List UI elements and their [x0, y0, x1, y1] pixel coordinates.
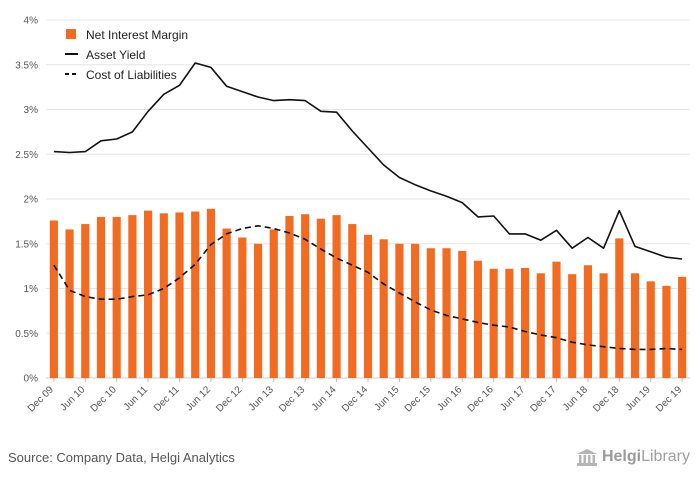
bar-net-interest-margin — [285, 216, 294, 378]
brand-logo: Helgi Library — [576, 448, 690, 466]
legend-label: Cost of Liabilities — [86, 68, 177, 82]
x-tick-label: Dec 10 — [89, 384, 119, 414]
bar-net-interest-margin — [112, 216, 121, 378]
legend-label: Net Interest Margin — [86, 28, 188, 42]
bar-net-interest-margin — [348, 224, 357, 378]
y-tick-label: 1% — [24, 284, 39, 295]
x-tick-label: Dec 17 — [528, 384, 558, 414]
bar-net-interest-margin — [489, 268, 498, 378]
y-tick-label: 0% — [24, 374, 39, 385]
bar-net-interest-margin — [49, 220, 58, 378]
x-tick-label: Dec 16 — [466, 384, 496, 414]
y-tick-label: 2% — [24, 195, 39, 206]
bar-net-interest-margin — [583, 265, 592, 378]
bar-net-interest-margin — [411, 243, 420, 378]
chart: 0%0.5%1%1.5%2%2.5%3%3.5%4%Dec 09 Jun 10 De… — [15, 16, 690, 415]
y-tick-label: 2.5% — [15, 150, 38, 161]
bar-net-interest-margin — [379, 239, 388, 378]
gridlines — [46, 19, 690, 379]
x-tick-label: Dec 14 — [340, 384, 370, 414]
bar-net-interest-margin — [191, 211, 200, 378]
x-tick-label: Dec 19 — [654, 384, 684, 414]
y-tick-label: 3% — [24, 105, 39, 116]
bar-net-interest-margin — [65, 229, 74, 378]
bar-net-interest-margin — [630, 273, 640, 378]
bar-net-interest-margin — [206, 208, 216, 378]
bar-net-interest-margin — [615, 238, 624, 378]
brand-name-light: Library — [641, 448, 690, 465]
x-tick-label: Dec 18 — [591, 384, 621, 414]
bar-net-interest-margin — [662, 285, 671, 378]
source-note: Source: Company Data, Helgi Analytics — [8, 450, 235, 465]
bar-net-interest-margin — [316, 218, 325, 378]
bar-net-interest-margin — [520, 267, 530, 378]
brand-name-bold: Helgi — [601, 448, 642, 465]
bar-net-interest-margin — [238, 237, 247, 378]
bar-net-interest-margin — [442, 248, 451, 378]
x-tick-label: Jun 10 — [58, 384, 87, 413]
bar-net-interest-margin — [473, 260, 483, 378]
bar-net-interest-margin — [175, 212, 184, 378]
x-tick-label: Jun 14 — [310, 384, 339, 413]
bar-net-interest-margin — [395, 243, 404, 378]
x-tick-label: Jun 19 — [624, 384, 653, 413]
bar-net-interest-margin — [363, 234, 373, 378]
line-cost-of-liabilities — [53, 225, 683, 351]
bar-net-interest-margin — [332, 215, 341, 378]
line-series — [53, 62, 683, 351]
x-tick-label: Jun 18 — [561, 384, 590, 413]
bar-net-interest-margin — [552, 261, 561, 378]
x-tick-label: Jun 15 — [373, 384, 402, 413]
bar-net-interest-margin — [458, 250, 467, 378]
bar-net-interest-margin — [222, 228, 231, 378]
legend: Net Interest Margin Asset Yield Cost of Li… — [65, 28, 188, 82]
bar-net-interest-margin — [159, 213, 168, 378]
bar-series-net-interest-margin — [49, 208, 687, 378]
x-tick-label: Jun 17 — [498, 384, 527, 413]
y-tick-label: 4% — [24, 16, 39, 27]
bar-net-interest-margin — [646, 281, 655, 378]
y-tick-label: 3.5% — [15, 60, 38, 71]
x-tick-label: Jun 13 — [247, 384, 276, 413]
bar-net-interest-margin — [599, 273, 608, 378]
bar-net-interest-margin — [678, 276, 687, 378]
x-tick-label: Jun 12 — [184, 384, 213, 413]
x-tick-label: Dec 11 — [152, 384, 182, 414]
x-tick-label: Jun 16 — [435, 384, 464, 413]
legend-label: Asset Yield — [86, 48, 145, 62]
y-tick-label: 1.5% — [15, 239, 38, 250]
legend-swatch-net-interest-margin — [66, 29, 76, 39]
bar-net-interest-margin — [301, 214, 310, 378]
bar-net-interest-margin — [426, 248, 435, 378]
x-tick-label: Dec 13 — [277, 384, 307, 414]
x-tick-label: Dec 12 — [214, 384, 244, 414]
x-tick-label: Dec 09 — [26, 384, 56, 414]
bar-net-interest-margin — [536, 273, 545, 378]
bar-net-interest-margin — [96, 216, 106, 378]
line-asset-yield — [53, 62, 683, 260]
x-tick-label: Dec 15 — [403, 384, 433, 414]
x-tick-label: Jun 11 — [122, 384, 151, 413]
bar-net-interest-margin — [269, 229, 278, 378]
bank-building-icon — [576, 449, 597, 466]
bar-net-interest-margin — [505, 268, 514, 378]
bar-net-interest-margin — [253, 243, 263, 378]
y-tick-label: 0.5% — [15, 329, 38, 340]
bar-net-interest-margin — [81, 224, 90, 378]
bar-net-interest-margin — [568, 274, 577, 378]
